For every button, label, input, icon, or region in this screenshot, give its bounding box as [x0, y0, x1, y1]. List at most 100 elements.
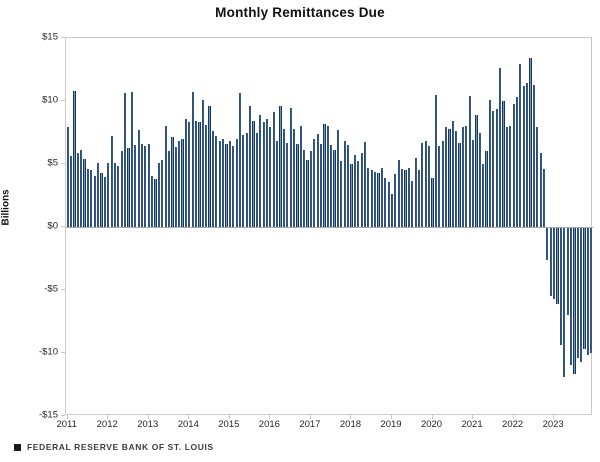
y-tick-label: $5: [47, 157, 58, 169]
bar-2017-11: [343, 141, 346, 227]
bar-2020-08: [455, 131, 458, 227]
bar-2015-05: [242, 135, 245, 227]
bar-2023-04: [563, 228, 566, 377]
bar-2017-09: [336, 129, 340, 227]
bar-2013-03: [154, 179, 157, 227]
bar-2011-03: [73, 90, 76, 227]
bar-2012-02: [110, 135, 113, 227]
bar-2020-05: [444, 127, 448, 227]
bar-2021-03: [478, 132, 481, 227]
source-attribution: FEDERAL RESERVE BANK OF ST. LOUIS: [14, 442, 214, 452]
bar-2014-03: [194, 120, 198, 227]
bar-2020-04: [441, 141, 444, 227]
bar-2021-07: [492, 111, 495, 227]
bar-2013-07: [167, 151, 171, 227]
bar-2014-11: [221, 138, 225, 227]
bar-2022-11: [546, 228, 549, 260]
bar-2023-02: [556, 228, 559, 304]
y-tick-label: $15: [42, 31, 58, 43]
bar-2022-03: [519, 64, 522, 227]
x-tick-mark: [188, 415, 190, 419]
bar-2015-01: [228, 140, 231, 227]
bar-2022-04: [522, 85, 525, 227]
bar-2012-10: [137, 129, 140, 227]
bar-2022-10: [542, 169, 546, 227]
x-axis-tick-marks: [65, 415, 592, 423]
x-tick-mark: [107, 415, 109, 419]
bar-2018-09: [377, 173, 380, 227]
x-tick-label-2018: 2018: [339, 419, 362, 430]
bar-2011-05: [80, 150, 83, 227]
bar-2011-06: [83, 158, 86, 227]
bar-2018-01: [350, 164, 353, 227]
bar-2012-08: [130, 92, 133, 227]
x-tick-label-2012: 2012: [96, 419, 118, 430]
x-tick-mark: [431, 415, 433, 419]
bar-2017-07: [330, 145, 333, 227]
bar-2017-12: [346, 145, 350, 227]
bar-2017-10: [340, 160, 343, 227]
x-axis-tick-labels: 2011 2012 2013 2014 2015 2016 2017 2018 2019 2020…: [56, 419, 592, 433]
y-tick-label: -$5: [44, 283, 58, 295]
bar-2013-02: [151, 175, 154, 227]
bar-2019-06: [407, 168, 410, 227]
bar-2015-07: [249, 106, 252, 227]
bar-2015-10: [259, 115, 262, 227]
bar-2012-12: [144, 146, 147, 227]
bar-2019-08: [414, 158, 417, 227]
bar-2023-08: [576, 228, 579, 358]
bar-2013-06: [164, 126, 167, 227]
bar-2016-10: [299, 126, 302, 227]
bar-2020-06: [448, 128, 451, 227]
x-tick-mark: [350, 415, 352, 419]
x-tick-mark: [472, 415, 474, 419]
bar-2013-01: [147, 143, 150, 227]
bar-2011-01: [66, 127, 69, 227]
bar-2015-08: [252, 120, 255, 227]
bar-2014-01: [188, 122, 191, 227]
bar-2017-06: [326, 126, 329, 227]
bar-2020-10: [461, 127, 465, 227]
bar-2019-09: [417, 169, 421, 227]
bar-2018-06: [367, 167, 370, 227]
bar-2023-10: [583, 228, 586, 349]
bar-2021-10: [502, 101, 505, 227]
y-tick-mark: [61, 225, 65, 227]
source-label: FEDERAL RESERVE BANK OF ST. LOUIS: [27, 442, 214, 452]
bar-2020-03: [438, 146, 441, 227]
bar-2018-03: [357, 161, 360, 227]
bar-2017-04: [319, 143, 323, 227]
bar-2013-08: [171, 136, 174, 227]
y-tick-mark: [61, 414, 65, 416]
bar-2022-12: [549, 228, 552, 297]
y-axis-tick-labels: $15 $10 $5 $0 -$5 -$10 -$15: [0, 32, 58, 421]
bar-2020-02: [434, 94, 437, 227]
bar-2011-09: [93, 175, 96, 227]
chart-title: Monthly Remittances Due: [215, 5, 385, 20]
bar-2016-05: [282, 128, 285, 227]
bar-2011-04: [76, 152, 79, 227]
bar-2021-04: [482, 164, 485, 227]
bar-2013-12: [184, 118, 188, 227]
y-tick-label: -$15: [38, 409, 58, 421]
bar-2014-07: [208, 106, 211, 227]
x-tick-label-2014: 2014: [177, 419, 199, 430]
x-tick-label-2015: 2015: [218, 419, 240, 430]
x-tick-label-2023: 2023: [542, 419, 564, 430]
bar-2022-09: [539, 152, 542, 227]
bar-2013-05: [161, 160, 164, 227]
bar-2015-02: [232, 146, 235, 227]
x-tick-label-2021: 2021: [461, 419, 483, 430]
bar-2023-06: [569, 228, 573, 366]
bar-2012-04: [117, 165, 120, 227]
bar-2014-12: [225, 143, 228, 227]
bar-2012-01: [107, 162, 110, 227]
x-tick-label-2013: 2013: [137, 419, 159, 430]
y-tick-label: -$10: [38, 346, 58, 358]
bar-2021-05: [485, 150, 488, 227]
bar-2011-08: [90, 170, 93, 227]
bar-2021-12: [509, 126, 512, 227]
bar-2023-03: [559, 228, 562, 346]
bar-2017-03: [316, 134, 319, 227]
bar-2011-02: [69, 156, 73, 227]
